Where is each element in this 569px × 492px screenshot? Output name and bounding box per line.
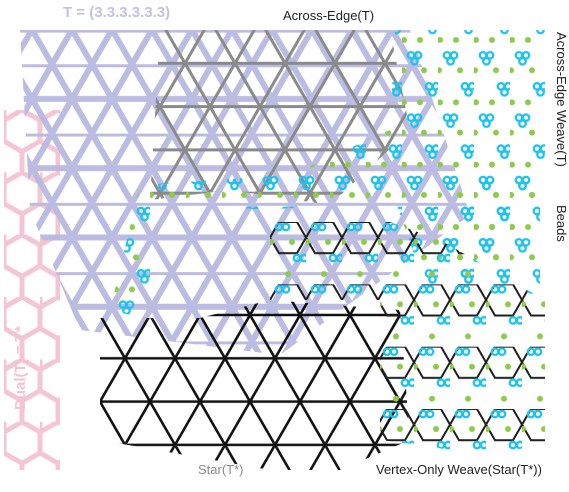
label-beads: Beads (554, 205, 569, 242)
label-vertex-only-weave: Vertex-Only Weave(Star(T*)) (376, 462, 542, 477)
star-region (100, 300, 410, 470)
label-dual: Dual(T) = T* (12, 326, 29, 410)
vertex-only-weave-region (270, 215, 545, 455)
label-star: Star(T*) (198, 462, 244, 477)
label-triangular-tiling: T = (3.3.3.3.3.3) (63, 4, 170, 21)
label-across-edge: Across-Edge(T) (283, 8, 374, 23)
label-across-edge-weave: Across-Edge Weave(T) (554, 32, 569, 167)
